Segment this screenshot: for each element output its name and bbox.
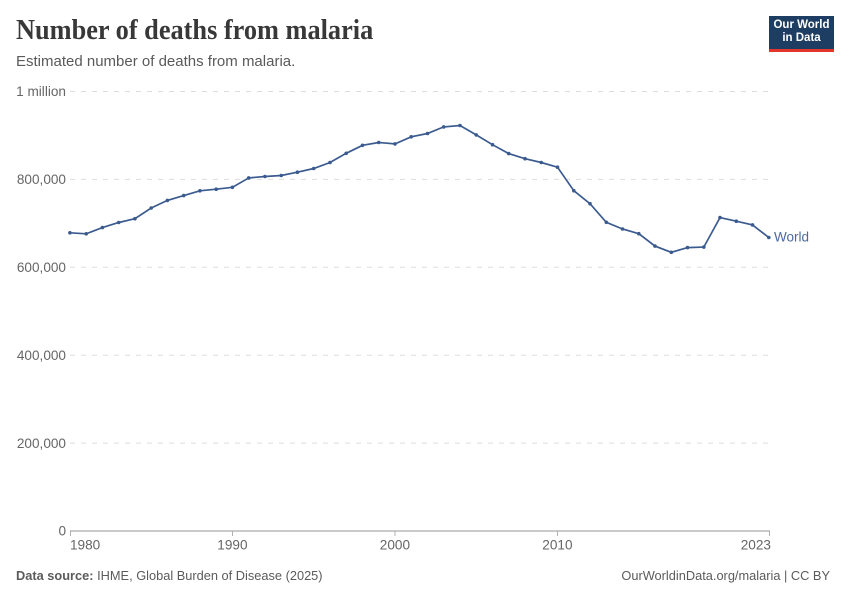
svg-text:1990: 1990 [217,538,248,553]
svg-text:1 million: 1 million [16,84,66,99]
svg-text:World: World [774,230,809,245]
svg-text:200,000: 200,000 [17,436,67,451]
svg-text:800,000: 800,000 [17,172,67,187]
svg-text:1980: 1980 [70,538,101,553]
svg-text:0: 0 [58,524,66,539]
svg-text:2000: 2000 [380,538,411,553]
svg-text:2023: 2023 [741,538,771,553]
svg-text:600,000: 600,000 [17,260,67,275]
svg-text:2010: 2010 [542,538,573,553]
svg-text:400,000: 400,000 [17,348,67,363]
